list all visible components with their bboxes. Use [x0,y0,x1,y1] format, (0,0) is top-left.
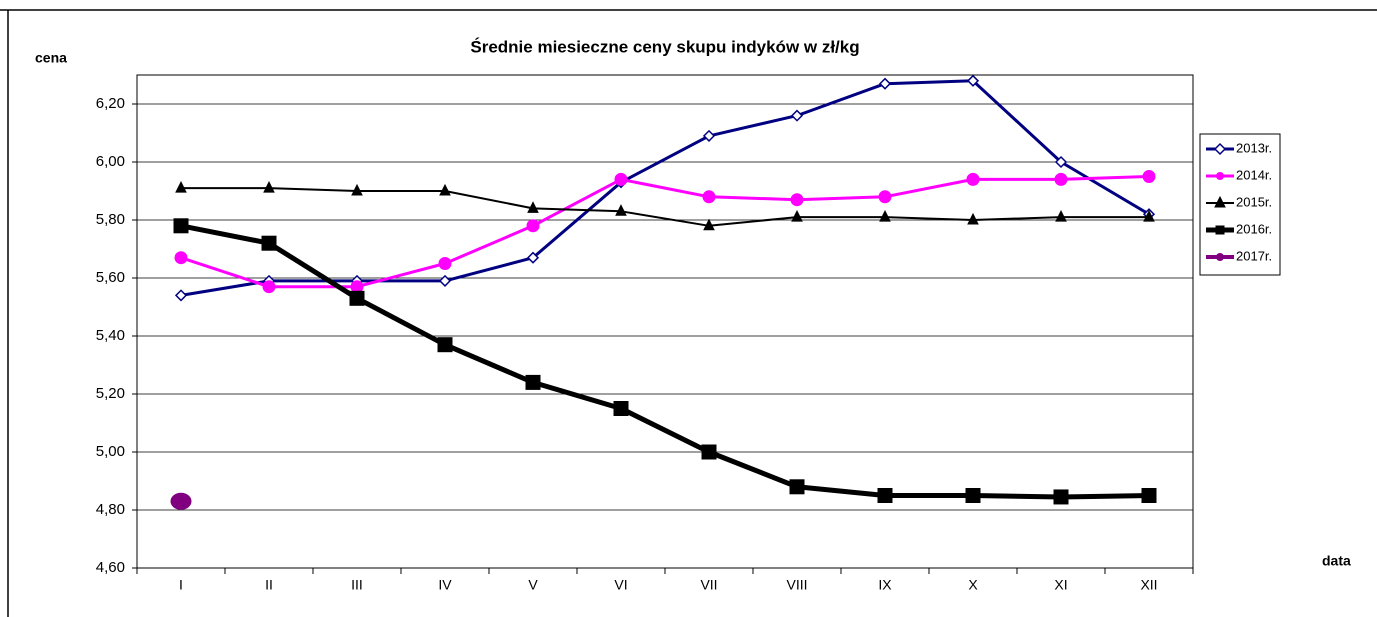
legend-box [1199,133,1281,276]
marker [1142,170,1156,183]
y-tick-label: 5,00 [96,443,125,460]
x-tick-label: IX [878,577,892,593]
y-tick-label: 5,60 [96,269,125,286]
marker [702,129,716,142]
marker [437,337,453,353]
x-tick-label: III [351,577,363,593]
marker [526,251,540,264]
chart-title: Średnie miesieczne ceny skupu indyków w … [470,37,859,56]
y-tick-label: 5,80 [96,211,125,228]
legend-label: 2015r. [1236,194,1272,209]
marker [790,109,804,122]
marker [1143,209,1155,222]
marker [966,74,980,87]
y-tick-label: 6,00 [96,153,125,170]
y-tick-label: 6,20 [96,95,125,112]
marker [615,204,627,216]
marker [967,212,979,225]
series-line [180,223,1150,500]
marker [261,235,277,251]
marker [438,257,452,270]
marker [1141,488,1157,503]
marker [1054,172,1068,186]
y-tick-label: 5,40 [96,327,125,344]
marker [878,190,892,204]
marker [878,77,892,90]
marker [439,183,451,196]
marker [1055,209,1067,222]
x-tick-label: VI [614,577,627,593]
x-tick-label: IV [438,577,452,593]
marker [1216,172,1224,180]
marker [170,492,192,510]
marker [1215,225,1225,235]
marker [174,251,188,265]
marker [701,444,717,460]
marker [614,172,628,186]
legend-label: 2013r. [1236,140,1272,155]
marker [349,290,365,306]
x-tick-label: II [265,577,273,593]
marker [173,218,189,234]
legend-label: 2016r. [1236,221,1272,236]
marker [262,280,276,294]
marker [879,209,891,222]
marker [175,180,187,193]
y-tick-label: 5,20 [96,385,125,402]
x-tick-label: X [968,577,978,593]
x-tick-label: XI [1054,577,1067,593]
series-line [180,79,1150,297]
series-line [181,187,1149,227]
marker [791,209,803,222]
marker [438,274,452,287]
marker [966,172,980,186]
series-line [180,175,1150,289]
marker [351,183,363,196]
x-axis-label: data [1322,553,1351,569]
marker [263,180,275,193]
marker [525,374,541,390]
y-tick-label: 4,80 [96,501,125,518]
marker [789,479,805,495]
legend-label: 2014r. [1236,167,1272,182]
x-tick-label: VII [700,577,717,593]
marker [1054,155,1068,169]
marker [174,289,188,302]
marker [527,201,539,213]
marker [877,488,893,503]
marker [965,488,981,503]
x-tick-label: V [528,577,538,593]
marker [703,218,715,231]
marker [1053,489,1069,505]
x-tick-label: I [179,577,183,593]
marker [790,193,804,207]
marker [1213,142,1227,156]
marker [613,401,629,416]
x-tick-label: XII [1140,577,1157,593]
marker [1214,195,1226,208]
marker [1216,253,1224,261]
legend-label: 2017r. [1236,248,1272,263]
y-axis-label: cena [35,50,67,66]
x-tick-label: VIII [786,577,807,593]
y-tick-label: 4,60 [96,559,125,576]
marker [526,219,540,233]
marker [702,190,716,204]
